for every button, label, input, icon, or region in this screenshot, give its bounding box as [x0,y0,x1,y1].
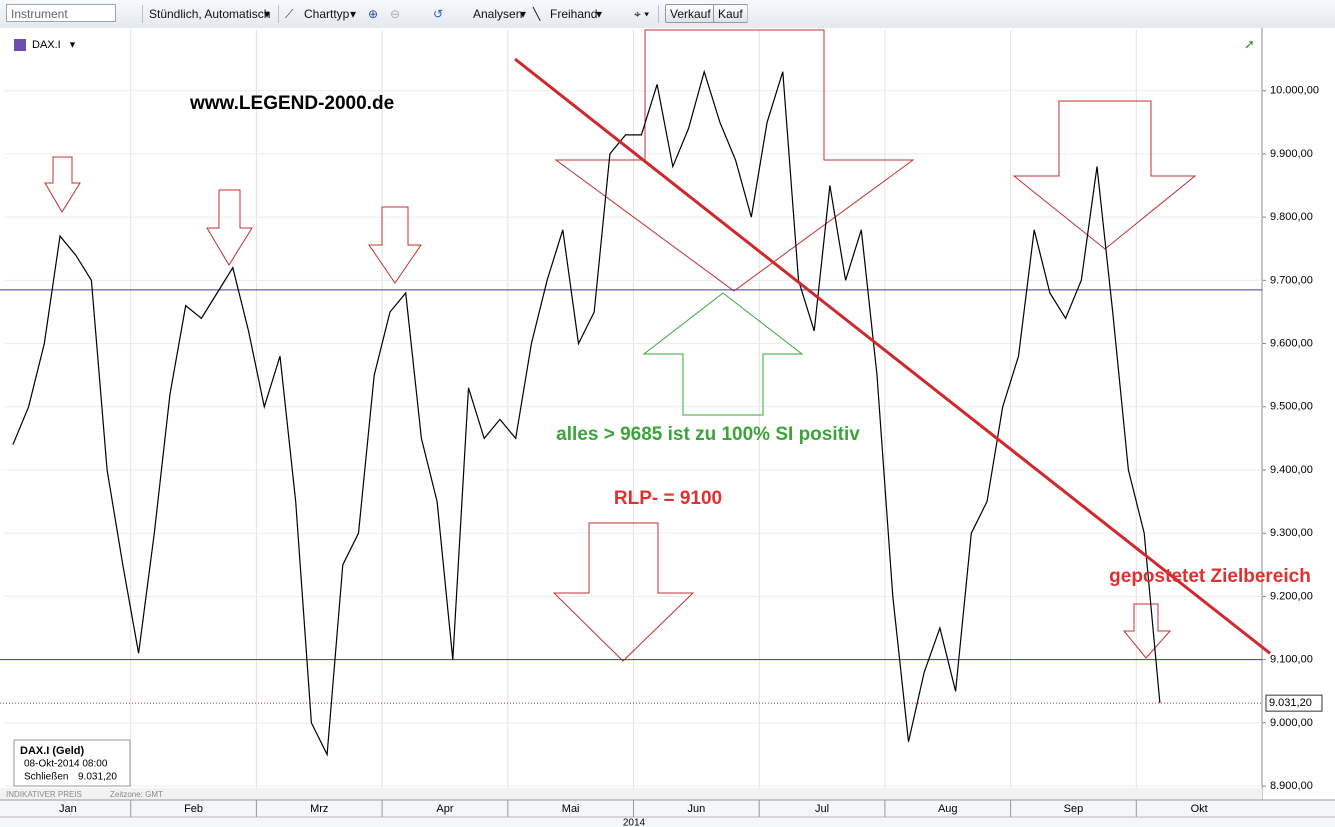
y-tick-label: 9.900,00 [1270,148,1313,160]
interval-menu[interactable]: Stündlich, Automatisch [149,7,271,21]
chart: DAX.I ▼ ➚ DAX.I (Geld) 08-Okt-2014 08:00… [0,28,1335,827]
info-close-value: 9.031,20 [78,772,117,783]
y-tick-label: 8.900,00 [1270,780,1313,792]
y-axis-panel [1262,28,1335,800]
x-tick-label: Jun [687,803,705,815]
separator [658,5,659,23]
crosshair[interactable]: ⌖ ▾ [634,7,650,21]
dropdown-caret[interactable]: ▾ [264,7,271,21]
down-arrow [554,29,915,292]
info-box [13,739,131,787]
buy-button[interactable]: Kauf [713,4,748,23]
down-arrow [1122,603,1172,659]
dropdown-caret[interactable]: ▾ [350,7,357,21]
info-close-label: Schließen [24,772,68,783]
chart-type-menu[interactable]: Charttyp [304,7,350,21]
x-tick-label: Okt [1191,803,1208,815]
annotation: alles > 9685 ist zu 100% SI positiv [556,424,860,445]
separator [747,5,748,23]
chart-type-icon[interactable]: ⟋ [285,7,294,21]
y-tick-label: 9.600,00 [1270,337,1313,349]
reset[interactable]: ↺ [433,7,444,21]
info-title: DAX.I (Geld) [20,745,85,757]
separator [142,5,143,23]
symbol-label[interactable]: DAX.I [32,39,61,51]
x-tick-label: Mrz [310,803,328,815]
footer-strip [0,788,1262,800]
timezone: Zeitzone: GMT [110,790,163,799]
annotation: www.LEGEND-2000.de [189,93,394,114]
down-arrow [1012,100,1197,250]
toolbar: Instrument Stündlich, Automatisch ▾ ⟋ Ch… [0,0,1335,29]
grid [5,90,1262,787]
annotation: gepostetet Zielbereich [1109,566,1311,587]
y-tick-label: 9.400,00 [1270,464,1313,476]
y-tick-label: 9.300,00 [1270,527,1313,539]
separator [278,5,279,23]
y-tick-label: 10.000,00 [1270,85,1319,97]
annotation-arrows [44,29,1197,662]
dropdown-caret[interactable]: ▾ [596,7,603,21]
up-arrow [642,292,804,416]
dropdown-caret[interactable]: ▾ [520,7,527,21]
freehand-menu[interactable]: Freihand [550,7,598,21]
price-line [12,69,1161,757]
x-tick-label: Jan [59,803,77,815]
y-tick-label: 9.800,00 [1270,211,1313,223]
chart-background [0,28,1335,827]
x-tick-label: Sep [1064,803,1084,815]
down-arrow [206,189,253,266]
analyses-menu[interactable]: Analysen [473,7,523,21]
down-arrow [368,206,422,284]
x-tick-label: Jul [815,803,829,815]
x-axis-panel [0,800,1335,827]
info-time: 08-Okt-2014 08:00 [24,759,108,770]
y-tick-label: 9.700,00 [1270,274,1313,286]
price-type: INDIKATIVER PREIS [6,790,82,799]
down-arrow [44,156,81,213]
x-tick-label: Aug [938,803,958,815]
y-tick-label: 9.500,00 [1270,401,1313,413]
sell-button[interactable]: Verkauf [665,4,716,23]
last-price-box [1265,694,1323,712]
zoom-in[interactable]: ⊕ [368,7,379,21]
down-arrow [552,522,695,662]
y-tick-label: 9.200,00 [1270,590,1313,602]
last-price-label: 9.031,20 [1269,697,1312,709]
dropdown-caret[interactable]: ▼ [68,39,77,49]
instrument-input[interactable]: Instrument [6,4,116,22]
trendline [514,57,1271,655]
y-tick-label: 9.000,00 [1270,717,1313,729]
x-tick-label: Apr [436,803,453,815]
annotation: RLP- = 9100 [614,488,722,509]
x-tick-label: Mai [562,803,580,815]
x-tick-label: Feb [184,803,203,815]
zoom-out[interactable]: ⊖ [390,7,401,21]
freehand-icon[interactable]: ╲ [533,7,541,21]
status-icon: ➚ [1244,36,1255,51]
y-tick-label: 9.100,00 [1270,654,1313,666]
symbol-icon [14,39,26,51]
x-axis-title: 2014 [623,818,646,827]
